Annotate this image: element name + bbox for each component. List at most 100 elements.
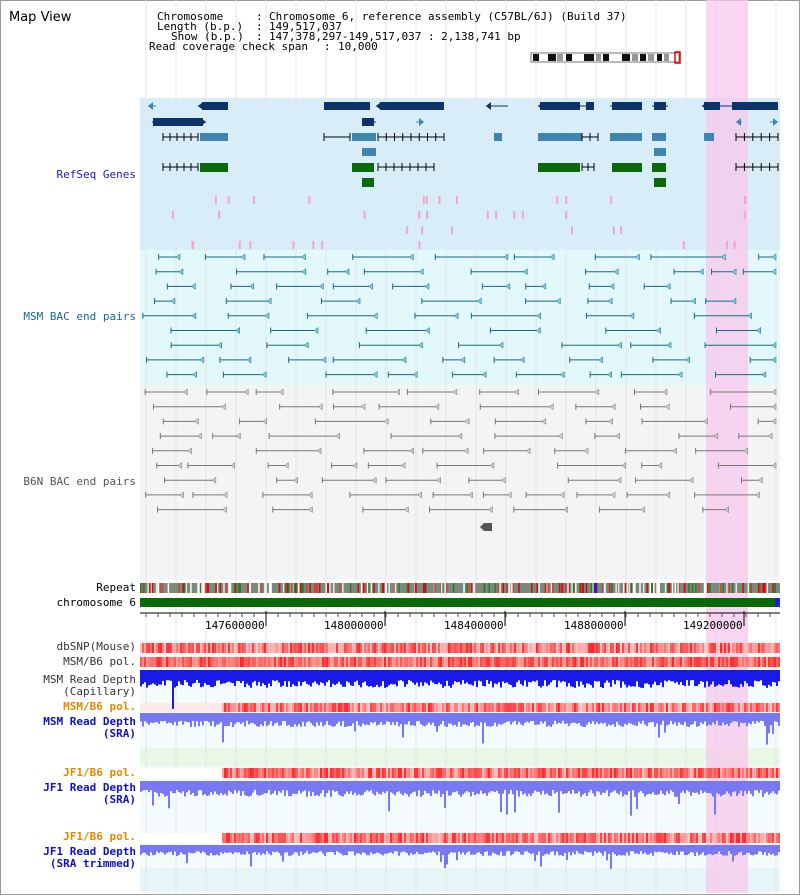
read-depth-bar [404,670,406,687]
polymorphism-cell [206,657,208,667]
polymorphism-cell [628,657,630,667]
polymorphism-cell [666,657,668,667]
polymorphism-cell [740,768,742,778]
read-depth-bar [628,845,630,856]
bac-pair-arrow [665,282,671,290]
polymorphism-cell [402,768,404,778]
polymorphism-cell [638,768,640,778]
track-label-jf1-b6-pol-trimmed[interactable]: JF1/B6 pol. [63,830,136,843]
track-label-jf1-depth-sra[interactable]: JF1 Read Depth (SRA) [43,781,136,806]
track-label-msm-b6-pol[interactable]: MSM/B6 pol. [63,655,136,668]
polymorphism-cell [624,657,626,667]
polymorphism-cell [510,657,512,667]
polymorphism-cell [652,657,654,667]
refseq-marker [733,241,736,249]
polymorphism-cell [308,643,310,653]
track-label-msm-depth-sra[interactable]: MSM Read Depth (SRA) [43,715,136,740]
read-depth-bar [692,845,694,853]
read-depth-bar [762,781,764,797]
polymorphism-cell [642,703,644,712]
repeat-element [677,583,679,593]
track-label-chromosome[interactable]: chromosome 6 [56,596,136,609]
read-depth-bar [666,781,668,792]
read-depth-bar [610,781,612,793]
track-label-msm-b6-pol-sra[interactable]: MSM/B6 pol. [63,700,136,713]
read-depth-bar [754,670,756,681]
polymorphism-cell [466,703,468,712]
read-depth-bar [504,781,506,790]
read-depth-bar [254,713,256,725]
track-label-msm-bac[interactable]: MSM BAC end pairs [23,310,136,323]
read-depth-bar [178,670,180,682]
polymorphism-cell [366,768,368,778]
polymorphism-cell [522,703,524,712]
polymorphism-cell [718,833,720,843]
read-depth-bar [490,845,492,856]
polymorphism-cell [516,833,518,843]
polymorphism-cell [442,703,444,712]
polymorphism-cell [306,703,308,712]
bac-pair-arrow [559,371,565,379]
polymorphism-cell [470,703,472,712]
polymorphism-cell [246,703,248,712]
read-depth-bar [172,781,174,794]
read-depth-bar [664,845,666,854]
track-label-refseq-genes[interactable]: RefSeq Genes [56,168,136,181]
read-depth-bar [768,670,770,685]
read-depth-bar [242,781,244,792]
polymorphism-cell [528,833,530,843]
polymorphism-cell [250,833,252,843]
read-depth-bar [254,781,256,790]
read-depth-bar [218,845,220,856]
polymorphism-cell [732,657,734,667]
repeat-element [149,583,151,593]
read-depth-bar [478,845,480,853]
polymorphism-cell [214,657,216,667]
read-depth-bar [244,781,246,796]
polymorphism-cell [472,768,474,778]
read-depth-bar [558,670,560,681]
polymorphism-cell [728,768,730,778]
polymorphism-cell [416,833,418,843]
read-depth-bar [434,781,436,794]
polymorphism-cell [144,643,146,653]
read-depth-bar [618,713,620,725]
track-label-jf1-b6-pol[interactable]: JF1/B6 pol. [63,766,136,779]
ideogram-band [596,54,601,61]
read-depth-bar [574,713,576,723]
track-label-dbsnp[interactable]: dbSNP(Mouse) [56,640,136,653]
polymorphism-cell [664,703,666,712]
track-label-repeat[interactable]: Repeat [96,581,136,594]
read-depth-bar [348,845,350,852]
polymorphism-cell [472,833,474,843]
read-depth-bar [710,781,712,794]
read-depth-bar [622,713,624,727]
polymorphism-cell [194,643,196,653]
track-label-msm-depth-capillary[interactable]: MSM Read Depth (Capillary) [43,673,136,698]
read-depth-bar [382,845,384,856]
read-depth-bar [342,781,344,797]
polymorphism-cell [518,833,520,843]
polymorphism-cell [702,657,704,667]
read-depth-bar [452,670,454,685]
read-depth-bar [476,781,478,794]
repeat-element [691,583,694,593]
repeat-element [233,583,236,593]
polymorphism-cell [588,657,590,667]
read-depth-bar [758,781,760,793]
polymorphism-cell [384,833,386,843]
polymorphism-cell [646,703,648,712]
read-depth-bar [330,781,332,797]
polymorphism-cell [706,643,708,653]
track-label-jf1-depth-trimmed[interactable]: JF1 Read Depth (SRA trimmed) [43,845,136,870]
polymorphism-cell [362,833,364,843]
read-depth-bar [242,713,244,723]
repeat-element [558,583,561,593]
polymorphism-cell [600,643,602,653]
track-label-b6n-bac[interactable]: B6N BAC end pairs [23,475,136,488]
polymorphism-cell [516,768,518,778]
polymorphism-cell [358,643,360,653]
repeat-element [642,583,645,593]
read-depth-bar [602,713,604,724]
